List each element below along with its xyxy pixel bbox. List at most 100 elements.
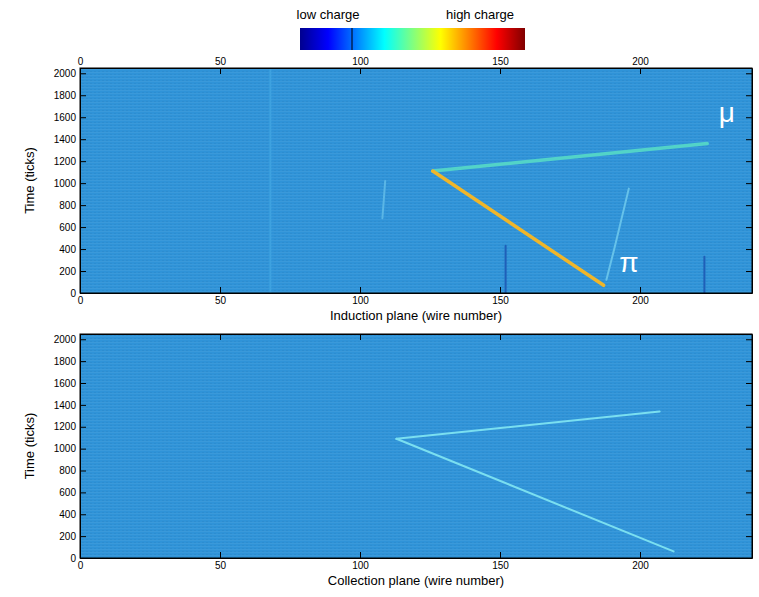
track	[505, 246, 507, 293]
tick-mark	[640, 287, 641, 293]
tick-mark	[500, 68, 501, 74]
tick-mark	[360, 334, 361, 340]
tick-label: 200	[59, 266, 76, 277]
tick: 1600	[54, 378, 86, 389]
tick	[746, 73, 752, 74]
tick-label: 150	[492, 560, 509, 571]
x-axis: 050100150200	[78, 287, 753, 306]
tick-mark	[80, 117, 86, 118]
tick-label: 1800	[54, 90, 77, 101]
x-axis-top: 050100150200	[78, 56, 753, 74]
tick: 2000	[54, 334, 86, 345]
tick-label: 800	[59, 465, 76, 476]
tick: 150	[492, 287, 509, 306]
tick-mark	[360, 287, 361, 293]
tick-mark	[640, 552, 641, 558]
tick	[746, 205, 752, 206]
tick: 400	[59, 509, 86, 520]
axis-line	[752, 335, 753, 559]
tick-mark	[500, 334, 501, 340]
tick-label: 200	[632, 295, 649, 306]
x-axis-title: Induction plane (wire number)	[330, 308, 502, 323]
tick-mark	[746, 427, 752, 428]
tick-mark	[80, 227, 86, 228]
tick	[220, 334, 221, 340]
panel: 0501001502000200400600800100012001400160…	[22, 334, 753, 588]
tick: 0	[78, 56, 84, 74]
tick	[746, 183, 752, 184]
tick-mark	[80, 334, 81, 340]
tick-label: 2000	[54, 334, 77, 345]
tick: 1200	[54, 156, 86, 167]
axis-line	[752, 69, 753, 294]
tick	[746, 471, 752, 472]
y-axis-title: Time (ticks)	[22, 413, 37, 480]
tick-mark	[746, 514, 752, 515]
plot-texture	[80, 68, 752, 293]
tick-mark	[746, 293, 752, 294]
tick-label: 0	[78, 56, 84, 67]
tick-mark	[746, 73, 752, 74]
tick: 800	[59, 465, 86, 476]
tick: 0	[70, 288, 86, 299]
tick: 100	[352, 552, 369, 571]
y-axis-title: Time (ticks)	[22, 147, 37, 214]
tick-label: 200	[59, 531, 76, 542]
tick	[746, 293, 752, 294]
tick-mark	[746, 95, 752, 96]
tick: 600	[59, 222, 86, 233]
tick	[640, 334, 641, 340]
tick: 1400	[54, 400, 86, 411]
tick-mark	[746, 271, 752, 272]
tick-label: 100	[352, 56, 369, 67]
track-label: π	[619, 247, 638, 278]
tracks	[270, 68, 707, 293]
track	[382, 181, 385, 218]
tick-label: 1400	[54, 134, 77, 145]
tick-mark	[746, 205, 752, 206]
tick: 1400	[54, 134, 86, 145]
tick-label: 150	[492, 56, 509, 67]
tick-mark	[80, 449, 86, 450]
tick-mark	[746, 339, 752, 340]
tick-label: 100	[352, 295, 369, 306]
tick: 200	[632, 56, 649, 74]
tick-label: 600	[59, 487, 76, 498]
tick-mark	[80, 68, 81, 74]
figure: 0501001502000200400600800100012001400160…	[0, 0, 759, 597]
tick: 200	[59, 266, 86, 277]
tick-mark	[746, 183, 752, 184]
tick-mark	[80, 492, 86, 493]
tick	[746, 139, 752, 140]
tick-mark	[220, 334, 221, 340]
tick-mark	[500, 287, 501, 293]
tick-label: 200	[632, 560, 649, 571]
tick: 1800	[54, 356, 86, 367]
track	[269, 68, 271, 293]
tick-mark	[746, 536, 752, 537]
tick	[746, 405, 752, 406]
tick	[746, 117, 752, 118]
tick-label: 50	[215, 295, 227, 306]
tick: 1200	[54, 421, 86, 432]
tick-label: 400	[59, 509, 76, 520]
track	[433, 144, 707, 171]
track	[396, 411, 659, 438]
tick-mark	[640, 334, 641, 340]
plot-frame	[80, 334, 752, 558]
tick-mark	[360, 552, 361, 558]
tick	[746, 558, 752, 559]
tick-mark	[746, 361, 752, 362]
tick	[80, 334, 81, 340]
tick-mark	[640, 68, 641, 74]
tick-label: 1800	[54, 356, 77, 367]
tick-mark	[80, 471, 86, 472]
track-label: μ	[719, 97, 735, 128]
tick-label: 1600	[54, 112, 77, 123]
tick-mark	[360, 68, 361, 74]
tick: 800	[59, 200, 86, 211]
x-axis-top	[81, 334, 753, 340]
tick	[746, 449, 752, 450]
plot-frame	[80, 68, 752, 293]
tick	[746, 271, 752, 272]
